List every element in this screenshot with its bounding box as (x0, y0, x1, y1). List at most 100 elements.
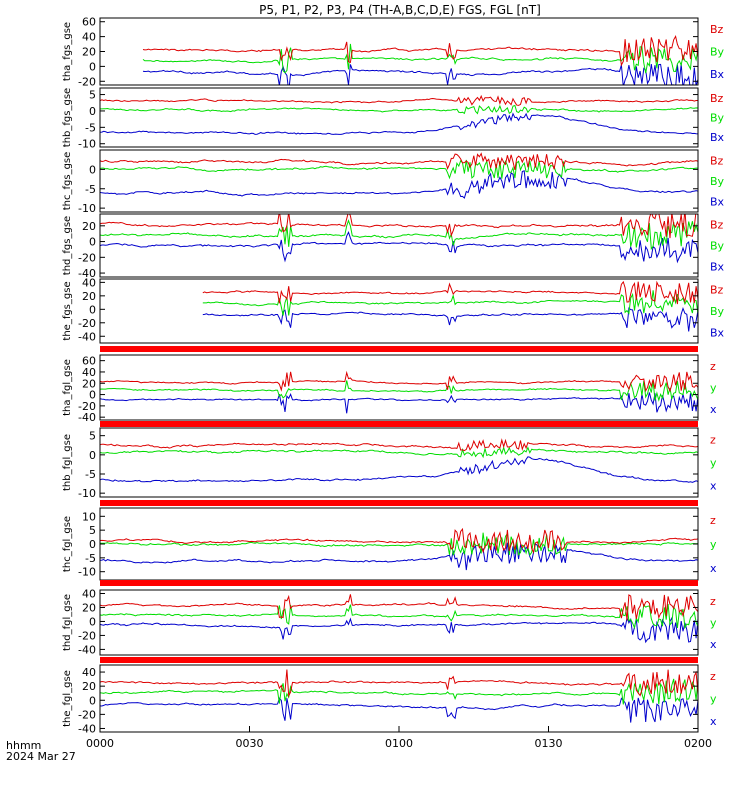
panel-frame (99, 589, 699, 656)
y-tick-label: 20 (82, 46, 96, 59)
y-tick-label: -40 (78, 267, 96, 280)
panel-ylabel: the_fgs_gse (62, 281, 73, 340)
y-tick-label: 40 (82, 666, 96, 679)
legend-By: By (710, 175, 725, 188)
x-tick-label: 0100 (385, 737, 413, 750)
y-tick-label: 20 (82, 377, 96, 390)
y-tick-label: 0 (89, 615, 96, 628)
panel-thb_fgl_gse: -10 -5 0 5 thb_fgl_gse zyx (62, 427, 717, 500)
panel-frame (99, 213, 699, 278)
y-tick-label: 0 (89, 105, 96, 118)
series-z-line (100, 152, 698, 171)
legend-z: z (710, 434, 716, 447)
legend-Bz: Bz (710, 219, 724, 232)
y-tick-label: 10 (82, 510, 96, 523)
y-tick-label: 5 (89, 430, 96, 443)
data-gap-bar (100, 500, 698, 506)
panel-frame (99, 149, 699, 213)
y-tick-label: -5 (85, 552, 96, 565)
y-tick-label: 40 (82, 587, 96, 600)
x-tick-label: 0200 (684, 737, 712, 750)
series-z-line (100, 370, 698, 393)
y-tick-label: -5 (85, 121, 96, 134)
series-x-line (100, 112, 698, 135)
legend-Bx: Bx (710, 68, 725, 81)
legend-z: z (710, 595, 716, 608)
panel-thc_fgs_gse: -10 -5 0 thc_fgs_gse Bz By Bx (62, 149, 725, 215)
y-tick-label: -5 (85, 468, 96, 481)
legend-By: By (710, 240, 725, 253)
y-tick-label: -20 (78, 400, 96, 413)
legend-x: x (710, 562, 717, 575)
y-tick-label: -20 (78, 75, 96, 88)
legend-y: y (710, 382, 717, 395)
series-x-line (100, 456, 698, 483)
y-tick-label: 20 (82, 680, 96, 693)
series-y-line (100, 104, 698, 115)
series-y-line (142, 43, 698, 74)
series-x-line (100, 230, 698, 264)
y-tick-label: -10 (78, 487, 96, 500)
y-tick-label: 60 (82, 355, 96, 368)
figure-title: P5, P1, P2, P3, P4 (TH-A,B,C,D,E) FGS, F… (259, 3, 541, 17)
legend-Bx: Bx (710, 326, 725, 339)
x-axis-label-hhmm: hhmm (6, 739, 41, 752)
y-tick-label: 40 (82, 31, 96, 44)
y-tick-label: 0 (89, 60, 96, 73)
legend-By: By (710, 112, 725, 125)
y-tick-label: -40 (78, 330, 96, 343)
series-x-line (100, 542, 698, 571)
data-gap-bar (100, 657, 698, 663)
legend-y: y (710, 457, 717, 470)
y-tick-label: -40 (78, 643, 96, 656)
series-z-line (100, 214, 698, 239)
y-tick-label: 0 (89, 236, 96, 249)
panel-ylabel: thc_fgs_gse (62, 152, 73, 211)
series-y-line (100, 532, 698, 557)
y-tick-label: -20 (78, 317, 96, 330)
panel-ylabel: thb_fgs_gse (62, 88, 73, 147)
series-z-line (202, 280, 698, 305)
legend-By: By (710, 46, 725, 59)
y-tick-label: -20 (78, 708, 96, 721)
series-z-line (100, 669, 698, 698)
data-gap-bar (100, 580, 698, 586)
x-axis-label-date: 2024 Mar 27 (6, 750, 76, 763)
series-z-line (100, 527, 698, 554)
data-gap-bar (100, 346, 698, 352)
series-z-line (100, 94, 698, 106)
panel-thb_fgs_gse: -10 -5 0 5 thb_fgs_gse Bz By Bx (62, 87, 725, 151)
y-tick-label: 0 (89, 303, 96, 316)
x-tick-label: 0030 (236, 737, 264, 750)
y-tick-label: -40 (78, 411, 96, 424)
panel-frame (99, 17, 699, 86)
y-tick-label: 0 (89, 694, 96, 707)
legend-x: x (710, 715, 717, 728)
y-tick-label: 0 (89, 389, 96, 402)
series-x-line (100, 697, 698, 723)
legend-Bz: Bz (710, 23, 724, 36)
y-tick-label: -40 (78, 722, 96, 735)
y-tick-label: -10 (78, 202, 96, 215)
y-tick-label: 0 (89, 449, 96, 462)
series-y-line (100, 445, 698, 459)
legend-By: By (710, 305, 725, 318)
legend-y: y (710, 617, 717, 630)
series-x-line (142, 63, 698, 85)
y-tick-label: -20 (78, 251, 96, 264)
panel-frame (99, 87, 699, 148)
legend-x: x (710, 480, 717, 493)
panel-ylabel: thb_fgl_gse (62, 434, 73, 491)
y-tick-label: 5 (89, 524, 96, 537)
panel-ylabel: thd_fgs_gse (62, 216, 73, 275)
panel-frame (99, 427, 699, 498)
panel-ylabel: thc_fgl_gse (62, 516, 73, 572)
legend-Bz: Bz (710, 92, 724, 105)
panel-ylabel: tha_fgs_gse (62, 22, 73, 81)
legend-Bz: Bz (710, 154, 724, 167)
